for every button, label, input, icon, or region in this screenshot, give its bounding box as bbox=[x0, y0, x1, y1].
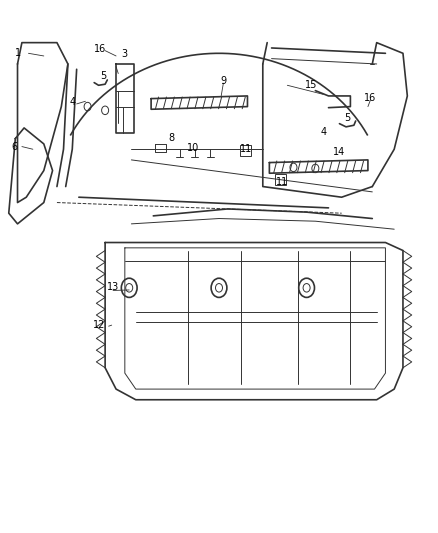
Text: 1: 1 bbox=[14, 49, 21, 58]
Text: 10: 10 bbox=[187, 143, 199, 153]
Bar bbox=[240, 145, 251, 156]
Text: 16: 16 bbox=[364, 93, 377, 102]
Bar bbox=[275, 174, 286, 185]
Text: 9: 9 bbox=[220, 76, 226, 86]
Text: 6: 6 bbox=[11, 142, 17, 151]
Text: 3: 3 bbox=[121, 50, 127, 59]
Text: 4: 4 bbox=[320, 127, 326, 137]
Text: 12: 12 bbox=[93, 320, 105, 330]
Text: 11: 11 bbox=[240, 144, 252, 154]
Text: 14: 14 bbox=[333, 147, 346, 157]
Text: 13: 13 bbox=[107, 282, 119, 292]
Text: 8: 8 bbox=[169, 133, 175, 142]
Text: 15: 15 bbox=[305, 80, 317, 90]
Text: 11: 11 bbox=[276, 177, 288, 187]
Text: 4: 4 bbox=[69, 98, 75, 107]
Text: 5: 5 bbox=[101, 71, 107, 81]
Text: 16: 16 bbox=[94, 44, 106, 54]
Text: 5: 5 bbox=[344, 114, 350, 123]
